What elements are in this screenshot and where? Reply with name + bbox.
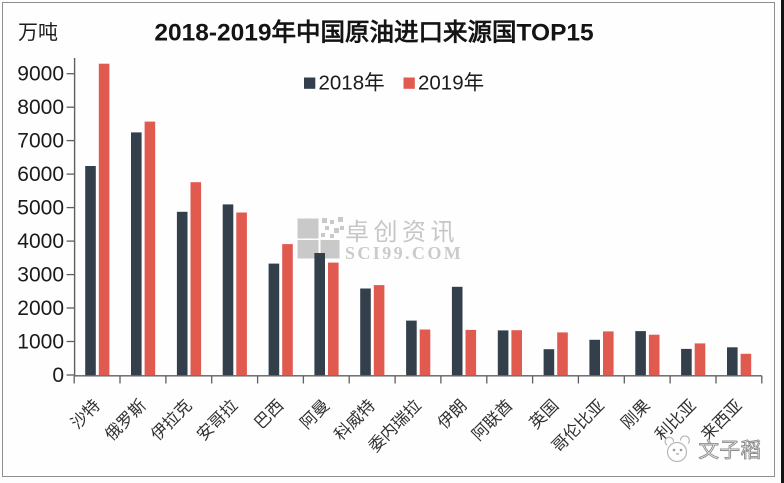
- svg-text:文子稻: 文子稻: [699, 439, 762, 462]
- svg-text:伊拉克: 伊拉克: [147, 396, 195, 444]
- svg-text:SCI99.COM: SCI99.COM: [345, 243, 463, 263]
- svg-text:安哥拉: 安哥拉: [193, 396, 241, 444]
- svg-text:阿联酋: 阿联酋: [468, 396, 516, 444]
- svg-text:9000: 9000: [17, 63, 64, 86]
- svg-text:1000: 1000: [17, 331, 64, 354]
- svg-text:俄罗斯: 俄罗斯: [101, 396, 149, 444]
- svg-text:利比亚: 利比亚: [651, 396, 699, 444]
- svg-text:0: 0: [52, 364, 64, 387]
- svg-text:2019年: 2019年: [418, 72, 484, 95]
- svg-text:6000: 6000: [17, 163, 64, 186]
- svg-text:2000: 2000: [17, 297, 64, 320]
- svg-text:阿曼: 阿曼: [296, 396, 333, 433]
- svg-text:4000: 4000: [17, 230, 64, 253]
- svg-text:5000: 5000: [17, 197, 64, 220]
- svg-text:巴西: 巴西: [251, 397, 287, 433]
- svg-text:7000: 7000: [17, 130, 64, 153]
- svg-text:2018年: 2018年: [319, 72, 385, 95]
- svg-text:2018-2019年中国原油进口来源国TOP15: 2018-2019年中国原油进口来源国TOP15: [154, 18, 593, 47]
- svg-text:沙特: 沙特: [67, 396, 104, 433]
- svg-text:英国: 英国: [526, 396, 563, 433]
- svg-text:卓创资讯: 卓创资讯: [345, 219, 459, 246]
- svg-text:8000: 8000: [17, 96, 64, 119]
- svg-text:万吨: 万吨: [18, 21, 58, 44]
- svg-text:伊朗: 伊朗: [434, 396, 471, 433]
- svg-text:3000: 3000: [17, 264, 64, 287]
- svg-text:来西亚: 来西亚: [697, 396, 745, 444]
- svg-text:刚果: 刚果: [617, 396, 654, 433]
